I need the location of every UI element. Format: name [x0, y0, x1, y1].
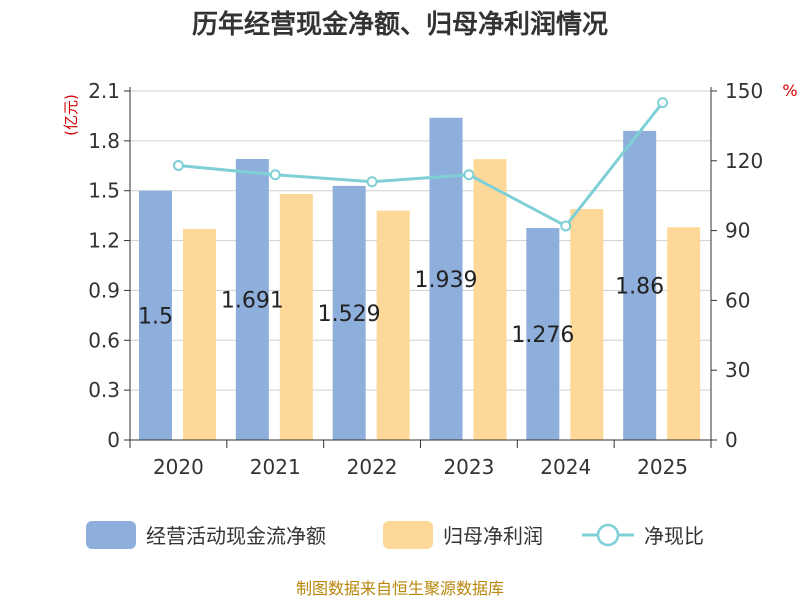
chart-title: 历年经营现金净额、归母净利润情况: [192, 9, 608, 40]
ratio-line-path: [178, 101, 664, 228]
y-left-tick-label: 1.2: [88, 229, 120, 253]
data-label: 1.529: [318, 302, 381, 327]
data-labels: 1.5 1.691 1.529 1.939 1.276 1.86: [138, 268, 664, 348]
legend-label-cash-flow: 经营活动现金流净额: [146, 524, 326, 548]
y-right-tick-label: 60: [725, 288, 750, 312]
bar-cash-flow: [139, 190, 172, 440]
bar-net-profit: [183, 228, 216, 440]
legend-swatch-net-profit: [383, 521, 433, 549]
bar-net-profit: [376, 210, 410, 440]
bar-net-profit: [667, 227, 701, 440]
y-right-tick-label: 30: [725, 358, 750, 382]
bar-net-profit: [570, 208, 604, 440]
x-tick-label: 2024: [540, 455, 591, 479]
data-label: 1.691: [221, 288, 284, 313]
x-tick-label: 2022: [347, 455, 398, 479]
y-left-tick-label: 1.8: [88, 129, 120, 153]
source-note: 制图数据来自恒生聚源数据库: [296, 579, 504, 598]
bar-cash-flow: [332, 185, 366, 440]
bar-net-profit: [473, 159, 507, 440]
y-right-tick-label: 120: [725, 149, 763, 173]
ratio-line-point: [172, 159, 184, 171]
bar-cash-flow: [235, 158, 269, 440]
bars: [139, 117, 701, 441]
legend-swatch-ratio-point: [596, 523, 620, 547]
y-left-tick-label: 0: [107, 428, 120, 452]
x-tick-label: 2020: [153, 455, 204, 479]
y-left-tick-label: 1.5: [88, 179, 120, 203]
y-left-tick-label: 0.6: [88, 328, 120, 352]
x-tick-label: 2023: [443, 455, 494, 479]
y-left-tick-label: 2.1: [88, 79, 120, 103]
x-tick-label: 2025: [637, 455, 688, 479]
data-label: 1.86: [615, 274, 664, 299]
data-label: 1.276: [511, 323, 574, 348]
legend-label-ratio: 净现比: [644, 524, 704, 548]
y-left-tick-label: 0.3: [88, 378, 120, 402]
bar-cash-flow: [429, 117, 463, 441]
axes: 0 0.3 0.6 0.9 1.2 1.5 1.8 2.1 0 30 60 90 120 150 2020 2…: [88, 79, 763, 479]
left-axis-unit: (亿元): [62, 94, 80, 136]
data-label: 1.939: [415, 268, 478, 293]
y-left-tick-label: 0.9: [88, 278, 120, 302]
gridlines: [130, 90, 711, 391]
ratio-line-point: [560, 220, 572, 232]
right-axis-unit: %: [782, 81, 797, 100]
ratio-line-point: [657, 97, 669, 109]
legend-swatch-cash-flow: [86, 521, 136, 549]
bar-cash-flow: [623, 130, 657, 440]
bar-net-profit: [279, 194, 313, 440]
y-right-tick-label: 90: [725, 219, 750, 243]
x-tick-label: 2021: [250, 455, 301, 479]
ratio-line-point: [366, 176, 378, 188]
ratio-line: [172, 97, 669, 232]
data-label: 1.5: [138, 304, 173, 329]
legend-label-net-profit: 归母净利润: [443, 524, 543, 548]
ratio-line-point: [269, 169, 281, 181]
y-right-tick-label: 150: [725, 79, 763, 103]
ratio-line-point: [463, 169, 475, 181]
y-right-tick-label: 0: [725, 428, 738, 452]
bar-cash-flow: [526, 227, 560, 440]
legend: 经营活动现金流净额 归母净利润 净现比: [86, 521, 704, 549]
